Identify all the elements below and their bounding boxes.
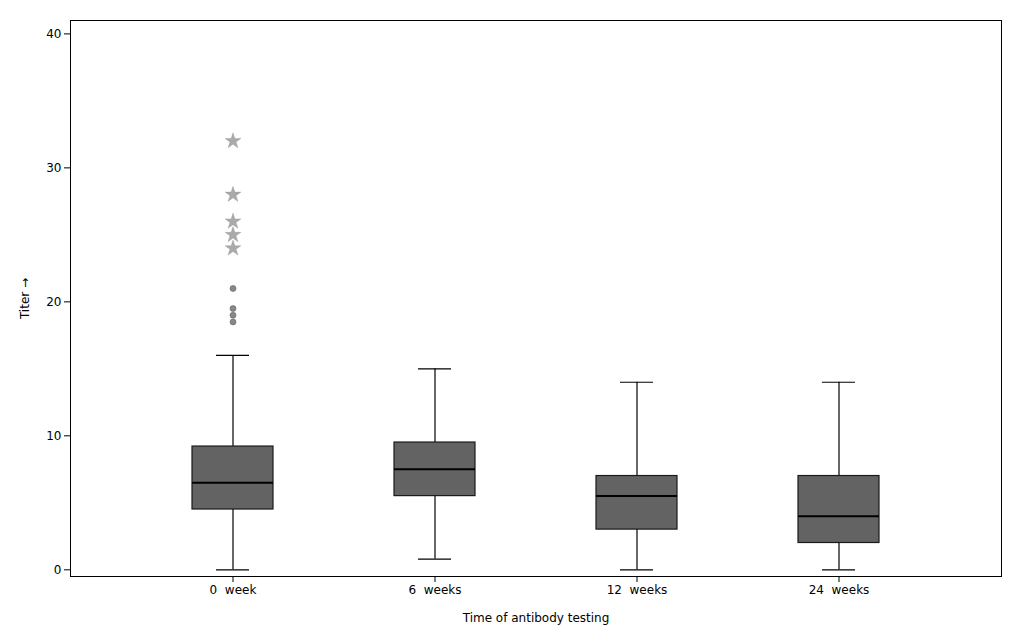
svg-text:10: 10 [46,429,61,443]
svg-text:Titer →: Titer → [18,278,32,320]
svg-text:40: 40 [46,27,61,41]
svg-text:0: 0 [54,563,62,577]
svg-text:30: 30 [46,161,61,175]
svg-text:12 weeks: 12 weeks [607,583,668,597]
svg-text:20: 20 [46,295,61,309]
svg-text:Time of antibody testing: Time of antibody testing [462,611,610,625]
svg-text:24 weeks: 24 weeks [809,583,870,597]
svg-text:0 week: 0 week [210,583,257,597]
svg-text:6 weeks: 6 weeks [408,583,461,597]
